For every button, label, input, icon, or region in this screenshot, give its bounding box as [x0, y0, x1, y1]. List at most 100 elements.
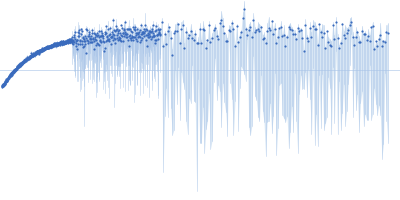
- Point: [175, 23, 182, 26]
- Point: [7, 74, 13, 77]
- Point: [41, 47, 48, 50]
- Point: [16, 65, 22, 68]
- Point: [72, 31, 78, 34]
- Point: [2, 79, 9, 82]
- Point: [66, 40, 73, 43]
- Point: [8, 74, 14, 77]
- Point: [275, 36, 281, 39]
- Point: [53, 43, 59, 47]
- Point: [99, 34, 106, 37]
- Point: [32, 51, 39, 54]
- Point: [174, 29, 180, 33]
- Point: [28, 56, 34, 59]
- Point: [21, 58, 27, 61]
- Point: [324, 29, 330, 32]
- Point: [81, 39, 87, 42]
- Point: [125, 28, 131, 31]
- Point: [299, 37, 306, 40]
- Point: [104, 36, 110, 39]
- Point: [224, 39, 230, 42]
- Point: [37, 50, 43, 54]
- Point: [133, 33, 139, 37]
- Point: [28, 51, 34, 54]
- Point: [111, 28, 117, 32]
- Point: [14, 65, 21, 69]
- Point: [86, 37, 93, 40]
- Point: [44, 46, 50, 49]
- Point: [16, 65, 22, 68]
- Point: [222, 39, 229, 42]
- Point: [40, 47, 46, 51]
- Point: [59, 41, 65, 44]
- Point: [30, 53, 37, 56]
- Point: [139, 32, 146, 35]
- Point: [8, 72, 15, 76]
- Point: [62, 41, 68, 44]
- Point: [23, 59, 29, 62]
- Point: [22, 60, 28, 63]
- Point: [15, 65, 21, 68]
- Point: [40, 48, 46, 51]
- Point: [57, 40, 64, 44]
- Point: [43, 46, 49, 50]
- Point: [62, 41, 69, 44]
- Point: [12, 67, 19, 70]
- Point: [28, 53, 35, 56]
- Point: [67, 40, 73, 43]
- Point: [66, 39, 72, 43]
- Point: [256, 29, 263, 32]
- Point: [22, 58, 28, 62]
- Point: [113, 36, 120, 40]
- Point: [82, 39, 88, 43]
- Point: [11, 70, 17, 73]
- Point: [200, 27, 206, 30]
- Point: [121, 29, 127, 32]
- Point: [270, 32, 276, 36]
- Point: [376, 38, 382, 41]
- Point: [132, 36, 138, 39]
- Point: [292, 32, 298, 36]
- Point: [58, 40, 65, 43]
- Point: [130, 25, 137, 29]
- Point: [20, 62, 26, 65]
- Point: [38, 47, 45, 50]
- Point: [56, 43, 63, 46]
- Point: [57, 41, 63, 44]
- Point: [18, 63, 24, 66]
- Point: [157, 34, 163, 37]
- Point: [249, 35, 255, 38]
- Point: [198, 42, 204, 45]
- Point: [94, 34, 101, 37]
- Point: [7, 75, 13, 78]
- Point: [287, 28, 293, 31]
- Point: [137, 40, 144, 43]
- Point: [145, 34, 151, 37]
- Point: [92, 32, 98, 35]
- Point: [346, 23, 353, 27]
- Point: [344, 31, 350, 34]
- Point: [0, 84, 6, 87]
- Point: [353, 36, 359, 39]
- Point: [210, 29, 217, 32]
- Point: [109, 35, 116, 38]
- Point: [129, 35, 135, 38]
- Point: [17, 63, 24, 66]
- Point: [32, 52, 38, 55]
- Point: [55, 41, 61, 44]
- Point: [31, 52, 38, 55]
- Point: [67, 38, 74, 42]
- Point: [69, 35, 75, 38]
- Point: [45, 46, 52, 49]
- Point: [238, 30, 244, 34]
- Point: [53, 43, 59, 46]
- Point: [164, 30, 171, 33]
- Point: [98, 29, 104, 33]
- Point: [48, 43, 54, 46]
- Point: [21, 60, 27, 64]
- Point: [63, 38, 70, 42]
- Point: [9, 70, 15, 73]
- Point: [60, 41, 66, 44]
- Point: [68, 39, 74, 42]
- Point: [30, 53, 36, 56]
- Point: [52, 44, 58, 47]
